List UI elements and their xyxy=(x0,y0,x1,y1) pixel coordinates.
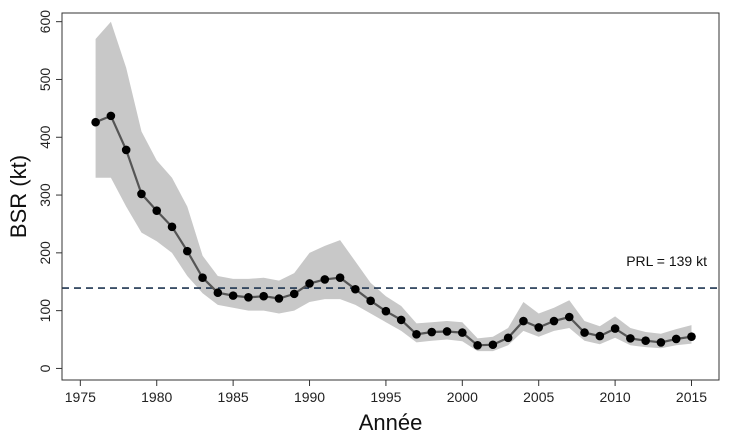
x-tick-label-1990: 1990 xyxy=(294,389,325,405)
y-tick-label-300: 300 xyxy=(37,183,53,207)
series-line xyxy=(95,114,692,347)
data-point-1997 xyxy=(412,330,421,339)
y-tick-label-100: 100 xyxy=(37,299,53,323)
data-point-2013 xyxy=(656,338,666,347)
prl-label: PRL = 139 kt xyxy=(626,253,707,269)
data-point-1984 xyxy=(213,288,223,298)
x-axis: 1975 1980 1985 1990 1995 2000 2005 2010 2015 xyxy=(65,380,707,405)
x-tick-label-1975: 1975 xyxy=(65,389,96,405)
y-axis: 0 100 200 300 400 500 600 xyxy=(37,10,62,372)
data-point-1988 xyxy=(274,294,284,303)
data-point-1993 xyxy=(351,284,360,294)
data-point-2007 xyxy=(564,312,574,322)
data-point-1995 xyxy=(381,306,391,316)
data-point-1996 xyxy=(396,315,406,325)
data-point-2002 xyxy=(488,340,498,350)
y-axis-title: BSR (kt) xyxy=(6,155,31,238)
confidence-band xyxy=(95,21,692,352)
x-tick-label-2005: 2005 xyxy=(523,389,554,405)
data-point-1982 xyxy=(182,246,192,256)
data-point-1976 xyxy=(91,117,100,127)
x-tick-label-1980: 1980 xyxy=(141,389,172,405)
data-point-1977 xyxy=(106,111,116,121)
x-tick-label-1985: 1985 xyxy=(218,389,249,405)
data-point-2010 xyxy=(610,324,620,333)
data-point-2015 xyxy=(687,332,696,341)
data-point-1985 xyxy=(228,291,238,300)
data-markers xyxy=(91,111,696,350)
y-tick-label-600: 600 xyxy=(37,10,53,34)
data-point-2014 xyxy=(671,334,681,344)
data-point-1991 xyxy=(320,275,330,284)
y-tick-label-200: 200 xyxy=(37,241,53,265)
data-point-1998 xyxy=(427,327,437,337)
data-point-1978 xyxy=(121,145,131,155)
data-point-1983 xyxy=(198,273,207,283)
data-point-1989 xyxy=(289,289,299,299)
data-point-1987 xyxy=(259,291,268,301)
data-point-2005 xyxy=(534,323,544,332)
data-point-1994 xyxy=(366,296,375,306)
data-point-2003 xyxy=(503,333,513,343)
data-point-1981 xyxy=(167,222,177,232)
data-point-2011 xyxy=(626,334,635,343)
x-tick-label-2015: 2015 xyxy=(676,389,707,405)
data-point-2001 xyxy=(473,341,482,350)
x-tick-label-2000: 2000 xyxy=(447,389,478,405)
data-point-1980 xyxy=(152,206,162,215)
data-point-2004 xyxy=(519,316,528,326)
x-axis-title: Année xyxy=(359,410,423,435)
data-point-1986 xyxy=(244,293,253,302)
x-tick-label-1995: 1995 xyxy=(370,389,401,405)
data-point-2000 xyxy=(458,328,467,337)
data-point-1992 xyxy=(335,273,345,283)
data-point-2009 xyxy=(595,331,605,341)
data-point-1990 xyxy=(305,279,314,288)
data-point-2012 xyxy=(641,336,650,345)
x-tick-label-2010: 2010 xyxy=(600,389,631,405)
data-point-2006 xyxy=(549,316,559,326)
data-point-1979 xyxy=(137,189,146,199)
y-tick-label-500: 500 xyxy=(37,68,53,92)
plot-area: PRL = 139 kt xyxy=(61,12,720,381)
y-tick-label-400: 400 xyxy=(37,125,53,149)
data-point-1999 xyxy=(442,327,452,336)
plot-frame xyxy=(61,12,720,381)
y-tick-label-0: 0 xyxy=(37,364,53,372)
data-point-2008 xyxy=(580,328,589,337)
